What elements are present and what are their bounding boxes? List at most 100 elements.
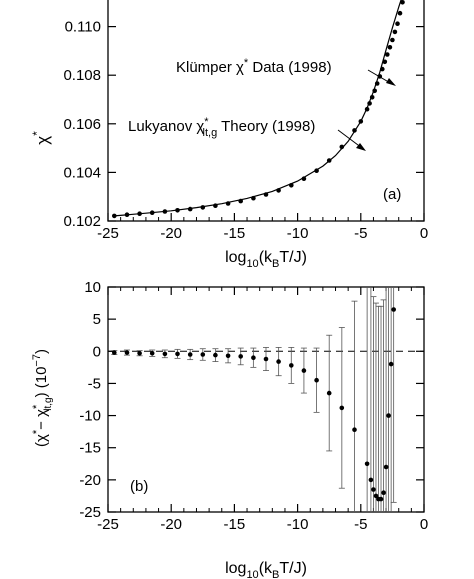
panel-b: -25 -20 -15 -10 -5 0 10 5 0 -5 -10 -15 -20 -25 (b) (χ… [31,279,428,579]
data-point [339,405,345,411]
data-point [358,119,364,124]
data-point [289,183,294,188]
panel-a-y-tick-label: 0.110 [65,19,101,36]
data-point [386,413,391,418]
panel-b-x-tick-label: -10 [287,516,309,533]
panel-b-y-tick-label: -5 [88,375,101,392]
panel-a-x-tick-label: -15 [224,225,246,242]
data-point [395,21,400,27]
panel-b-y-tick-label: 0 [93,343,101,360]
data-point [263,192,269,197]
lukyanov-annotation: Lukyanov χ* lt,g Theory (1998) [128,116,315,139]
data-point [225,353,231,359]
panel-b-error-bars [111,287,397,512]
klumper-annotation: Klümper χ* Data (1998) [176,57,332,76]
data-point [381,490,386,496]
lukyanov-arrow [337,129,363,149]
data-point [301,368,307,373]
data-point [187,352,193,357]
panel-b-y-tick-label: -10 [79,408,101,425]
panel-a: -25 -20 -15 -10 -5 0 0.102 0.104 0.106 0.108 0.110… [30,0,428,270]
data-point [326,390,332,396]
panel-a-x-tick-label: -20 [160,225,182,242]
data-point [175,351,180,357]
panel-b-label: (b) [130,478,148,495]
data-point [112,350,117,355]
data-point [289,363,294,368]
panel-b-y-tick-label: -15 [79,440,101,457]
data-point [371,487,376,492]
data-point [162,351,168,357]
data-point [276,188,281,193]
data-point [225,201,231,206]
data-point [263,356,269,362]
data-point [175,208,180,213]
data-point [392,29,398,35]
panel-b-y-tick-label: -25 [79,504,101,521]
data-point [149,210,155,215]
data-point [238,198,243,204]
data-point [374,81,380,86]
panel-b-data-points [112,307,397,502]
panel-b-x-tick-label: 0 [420,516,428,533]
data-point [162,209,168,214]
data-point [238,354,243,359]
data-point [124,350,130,355]
data-point [364,106,370,112]
panel-b-y-axis-label: (χ*− χ*lt,g) (10−7) [31,349,54,447]
data-point [380,66,385,72]
data-point [149,350,155,356]
data-point [373,493,379,499]
panel-a-y-tick-label: 0.104 [63,164,101,181]
panel-a-plot-frame [107,0,425,222]
data-point [372,88,378,94]
data-point [251,355,256,361]
data-point [137,211,142,216]
panel-a-data-points [112,0,405,219]
data-point [314,168,319,173]
data-point [124,212,130,217]
panel-a-x-tick-label: -25 [97,225,119,242]
panel-a-x-tick-label: 0 [420,225,428,242]
panel-b-x-axis-label: log10(kBT/J) [225,560,307,579]
data-point [387,45,393,50]
data-point [112,213,117,219]
panel-a-x-tick-label: -10 [287,225,309,242]
panel-a-ticks: -25 -20 -15 -10 -5 0 0.102 0.104 0.106 0.108 0.110… [63,19,428,242]
data-point [388,361,394,367]
panel-a-x-tick-label: -5 [354,225,367,242]
data-point [385,52,390,57]
data-point [390,37,395,43]
data-point [368,477,374,483]
data-point [397,10,403,16]
panel-b-x-tick-label: -20 [160,516,182,533]
data-point [251,195,256,201]
panel-b-ticks: -25 -20 -15 -10 -5 0 10 5 0 -5 -10 -15 -20 -25 [79,279,428,533]
panel-a-y-tick-label: 0.102 [63,213,101,230]
data-point [213,203,218,208]
panel-b-y-tick-label: 5 [93,311,101,328]
data-point [326,158,332,163]
panel-b-plot-frame [107,286,425,513]
data-point [200,205,206,210]
data-point [364,461,370,467]
data-point [314,377,319,383]
klumper-arrow-head [386,78,396,86]
panel-a-x-axis-label: log10(kBT/J) [225,249,307,270]
panel-a-label: (a) [383,186,401,203]
panel-a-y-tick-label: 0.106 [63,116,101,133]
data-point [137,350,142,356]
data-point [383,464,389,470]
data-point [301,176,307,181]
data-point [391,307,397,312]
panel-b-x-tick-label: -25 [97,516,119,533]
data-point [187,206,193,212]
panel-b-x-tick-label: -5 [354,516,367,533]
data-point [339,144,345,150]
data-point [400,0,405,5]
data-point [276,359,281,364]
panel-b-y-tick-label: -20 [79,472,101,489]
panel-a-y-tick-label: 0.108 [63,67,101,84]
data-point [369,95,375,100]
